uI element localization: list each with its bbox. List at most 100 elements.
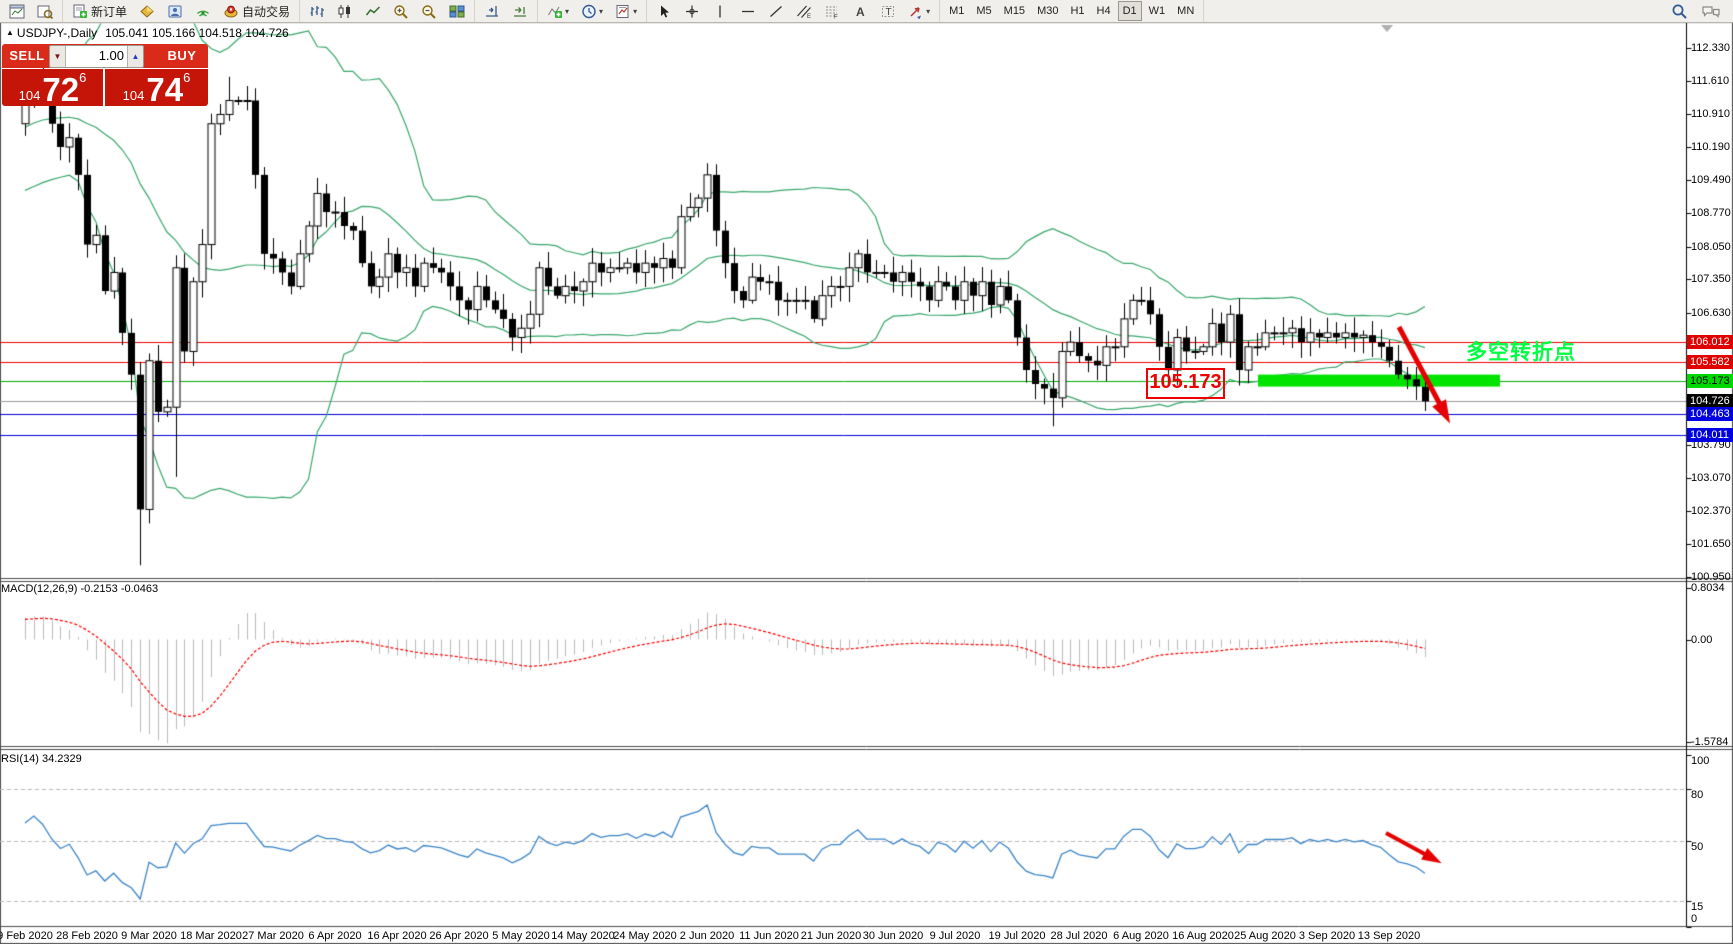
text-label-tool-button[interactable]: T <box>875 1 901 21</box>
timeframe-m30-button[interactable]: M30 <box>1037 5 1059 17</box>
indicators-list-button[interactable]: ▾ <box>542 1 574 21</box>
price-level-tag: 105.173 <box>1687 373 1733 388</box>
timeframe-mn-button[interactable]: MN <box>1177 5 1195 17</box>
timeframe-h4-button[interactable]: H4 <box>1096 5 1111 17</box>
turning-point-annotation[interactable]: 多空转折点 <box>1466 341 1576 364</box>
date-axis-tick: 19 Jul 2020 <box>988 930 1046 942</box>
buy-price-sup: 6 <box>183 70 191 85</box>
search-icon[interactable] <box>1666 1 1694 21</box>
zoom-out-button[interactable] <box>416 1 442 21</box>
chevron-down-icon: ▾ <box>926 6 931 16</box>
timeframe-m5-button[interactable]: M5 <box>976 5 992 17</box>
date-axis-tick: 30 Jun 2020 <box>862 930 924 942</box>
bars-icon <box>309 4 325 19</box>
line-chart-mode-button[interactable] <box>360 1 386 21</box>
cursor-button[interactable] <box>651 1 677 21</box>
autotrading-button[interactable]: 自动交易 <box>218 1 295 21</box>
clock-icon <box>581 4 597 19</box>
volume-decrease-button[interactable]: ▼ <box>50 46 65 67</box>
rsi-axis-tick: 100 <box>1691 755 1710 767</box>
fibo-icon: F <box>824 4 840 19</box>
periods-button[interactable]: ▾ <box>576 1 608 21</box>
arrows-tool-button[interactable]: ▾ <box>903 1 935 21</box>
buy-price[interactable]: 104 74 6 <box>105 69 208 106</box>
templates-button[interactable]: ▾ <box>610 1 642 21</box>
text-tool-button[interactable]: A <box>847 1 873 21</box>
horizontal-line-tool-button[interactable] <box>735 1 761 21</box>
svg-text:F: F <box>834 14 838 19</box>
bluewin-icon <box>167 4 183 19</box>
tile-windows-button[interactable] <box>444 1 470 21</box>
zoomin-icon <box>393 4 409 19</box>
market-watch-button[interactable] <box>134 1 160 21</box>
timeframe-d1-button[interactable]: D1 <box>1117 1 1142 21</box>
price-axis-tick: 103.790 <box>1691 438 1731 451</box>
candlestick-mode-button[interactable] <box>332 1 358 21</box>
ohlc-values: 105.041 105.166 104.518 104.726 <box>105 26 289 40</box>
indicators-icon <box>547 4 563 19</box>
timeframe-m1-button[interactable]: M1 <box>949 5 965 17</box>
hline-icon <box>740 4 756 19</box>
date-axis-tick: 21 Jun 2020 <box>800 930 862 942</box>
sell-price[interactable]: 104 72 6 <box>2 69 103 106</box>
trendline-tool-button[interactable] <box>763 1 789 21</box>
date-axis-tick: 6 Aug 2020 <box>1113 930 1169 942</box>
crosshair-button[interactable] <box>679 1 705 21</box>
strategy-navigator-button[interactable] <box>190 1 216 21</box>
candles-icon <box>337 4 353 19</box>
textA-icon: A <box>852 4 868 19</box>
timeframe-h1-button[interactable]: H1 <box>1070 5 1085 17</box>
volume-input[interactable]: 1.00 <box>65 46 128 67</box>
sell-price-sup: 6 <box>79 70 87 85</box>
date-axis-tick: 14 May 2020 <box>551 930 615 942</box>
zoom-in-button[interactable] <box>388 1 414 21</box>
date-axis-tick: 16 Aug 2020 <box>1172 930 1234 942</box>
vline-icon <box>712 4 728 19</box>
fibonacci-tool-button[interactable]: F <box>819 1 845 21</box>
timeframe-w1-button[interactable]: W1 <box>1148 5 1166 17</box>
bar-chart-mode-button[interactable] <box>304 1 330 21</box>
toolbar-group-1: 新订单 自动交易 <box>63 0 301 22</box>
new-order-button[interactable]: 新订单 <box>67 1 132 21</box>
new-chart-button[interactable] <box>4 1 30 21</box>
shift-icon <box>484 4 500 19</box>
price-level-tag: 104.463 <box>1687 406 1733 421</box>
date-axis-tick: 28 Jul 2020 <box>1050 930 1108 942</box>
timeframe-group: M1 M5 M15 M30 H1 H4 D1 W1 MN <box>940 0 1205 22</box>
price-axis-tick: 110.190 <box>1691 141 1730 154</box>
volume-stepper: ▼ 1.00 ▲ <box>49 45 144 68</box>
price-axis-tick: 108.770 <box>1691 207 1731 220</box>
toolbar-group-5: E F A T ▾ <box>647 0 941 22</box>
support-price-annotation[interactable]: 105.173 <box>1146 368 1225 399</box>
timeframe-m15-button[interactable]: M15 <box>1003 5 1026 17</box>
chart-shift-button[interactable] <box>479 1 505 21</box>
one-click-trading-panel: SELL ▼ 1.00 ▲ BUY 104 72 6 104 74 6 <box>2 44 208 106</box>
signal-icon <box>195 4 211 19</box>
price-axis-tick: 106.630 <box>1691 306 1731 319</box>
rsi-axis-tick: 0 <box>1691 913 1698 925</box>
sell-button[interactable]: SELL <box>9 48 45 63</box>
data-window-button[interactable] <box>162 1 188 21</box>
profiles-button[interactable] <box>32 1 58 21</box>
auto-scroll-button[interactable] <box>507 1 533 21</box>
new-order-label: 新订单 <box>91 4 128 19</box>
tiles-icon <box>449 4 465 19</box>
date-axis-tick: 16 Apr 2020 <box>367 930 427 942</box>
rsi-axis-tick: 15 <box>1691 900 1704 913</box>
volume-increase-button[interactable]: ▲ <box>128 46 143 67</box>
buy-button[interactable]: BUY <box>167 48 197 63</box>
arrowobj-icon <box>908 4 924 19</box>
equidistant-channel-tool-button[interactable]: E <box>791 1 817 21</box>
date-axis-tick: 5 May 2020 <box>492 930 550 942</box>
linechart-icon <box>365 4 381 19</box>
date-axis-tick: 26 Apr 2020 <box>429 930 489 942</box>
price-axis-tick: 102.370 <box>1691 504 1731 517</box>
vertical-line-tool-button[interactable] <box>707 1 733 21</box>
chat-icon[interactable] <box>1696 1 1726 21</box>
price-axis-tick: 110.910 <box>1691 107 1730 120</box>
price-level-tag: 104.011 <box>1687 427 1733 442</box>
chevron-down-icon: ▾ <box>599 6 604 16</box>
symbol-period-label: USDJPY-,Daily <box>16 26 98 40</box>
one-click-top-row: SELL ▼ 1.00 ▲ BUY <box>2 44 208 68</box>
